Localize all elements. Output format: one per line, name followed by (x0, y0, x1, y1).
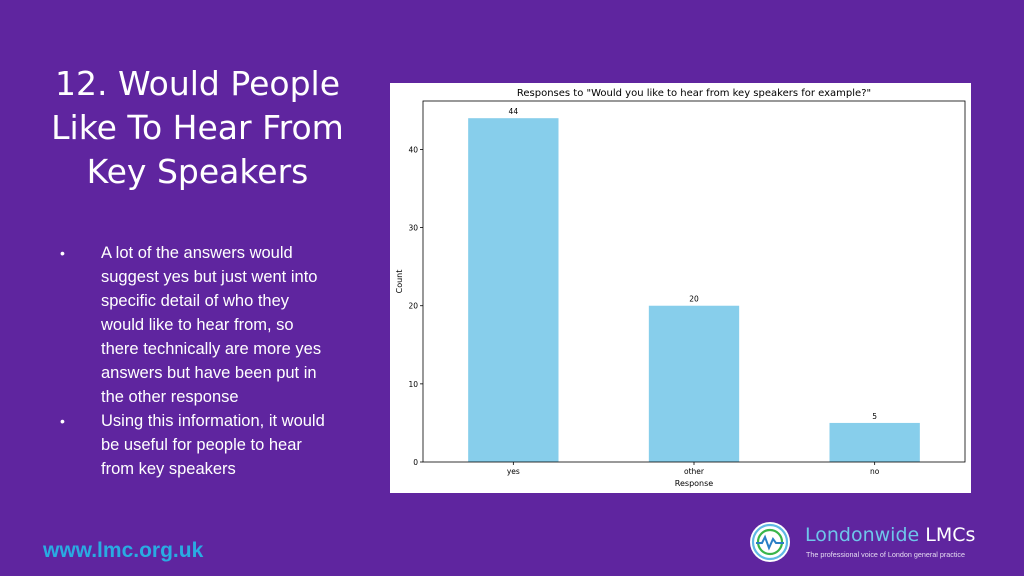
bullet-text: Using this information, it would be usef… (101, 412, 325, 478)
bullet-icon: • (60, 245, 65, 261)
y-tick-label: 30 (408, 224, 418, 233)
bullet-icon: • (60, 413, 65, 429)
data-label: 20 (689, 295, 699, 304)
data-label: 44 (509, 107, 519, 116)
bar-other (648, 305, 740, 462)
logo-name: Londonwide LMCs (805, 524, 976, 546)
plot-frame (422, 100, 966, 463)
y-tick-label: 0 (413, 458, 418, 467)
chart-panel: Responses to "Would you like to hear fro… (390, 83, 971, 493)
bullet-item: • Using this information, it would be us… (58, 409, 333, 481)
bar-no (829, 422, 920, 462)
x-tick-label: other (684, 467, 705, 476)
y-tick-label: 10 (408, 380, 418, 389)
bar-chart: Responses to "Would you like to hear fro… (395, 88, 966, 488)
bullet-list: • A lot of the answers would suggest yes… (58, 241, 333, 481)
x-tick-label: yes (507, 467, 520, 476)
y-axis-label: Count (395, 270, 404, 294)
chart-title: Responses to "Would you like to hear fro… (517, 88, 871, 99)
londonwide-lmcs-logo: Londonwide LMCs The professional voice o… (750, 520, 990, 568)
y-tick-label: 40 (408, 145, 418, 154)
data-label: 5 (872, 412, 877, 421)
website-link[interactable]: www.lmc.org.uk (43, 539, 204, 562)
slide-title: 12. Would People Like To Hear From Key S… (51, 64, 344, 191)
bullet-item: • A lot of the answers would suggest yes… (58, 241, 333, 409)
x-axis-label: Response (675, 479, 714, 488)
logo-tagline: The professional voice of London general… (806, 550, 966, 559)
bar-yes (468, 118, 559, 462)
y-tick-label: 20 (408, 302, 418, 311)
x-tick-label: no (870, 467, 880, 476)
logo-emblem-icon (750, 522, 790, 562)
bullet-text: A lot of the answers would suggest yes b… (101, 244, 322, 406)
